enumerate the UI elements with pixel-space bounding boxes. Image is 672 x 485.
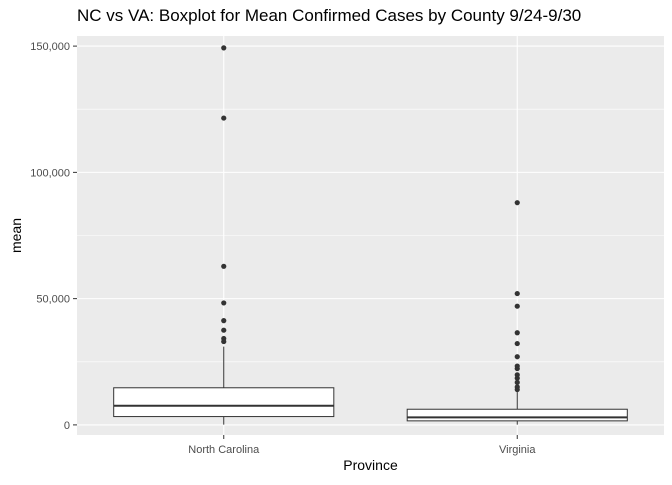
outlier-point — [221, 318, 227, 324]
y-tick-label: 0 — [64, 420, 70, 432]
outlier-point — [514, 290, 520, 297]
outlier-point — [221, 300, 227, 306]
x-tick-label: North Carolina — [188, 444, 260, 456]
box-iqr — [113, 387, 335, 418]
y-axis-title: mean — [8, 218, 24, 253]
outlier-point — [221, 263, 227, 269]
chart-title: NC vs VA: Boxplot for Mean Confirmed Cas… — [77, 6, 582, 25]
outlier-point — [514, 384, 520, 390]
y-tick-label: 50,000 — [36, 294, 70, 306]
y-tick-label: 150,000 — [30, 41, 70, 53]
outlier-point — [514, 200, 520, 206]
outlier-point — [221, 115, 227, 121]
outlier-point — [514, 372, 520, 378]
outlier-point — [221, 335, 227, 342]
outlier-point — [514, 303, 520, 309]
outlier-point — [514, 340, 520, 347]
outlier-point — [221, 45, 227, 51]
outlier-point — [514, 330, 520, 336]
x-tick-label: Virginia — [499, 444, 536, 456]
outlier-point — [514, 354, 520, 360]
outlier-point — [514, 363, 520, 369]
outlier-point — [221, 327, 227, 333]
box-iqr — [406, 408, 628, 422]
y-tick-label: 100,000 — [30, 167, 70, 179]
x-axis-title: Province — [343, 457, 398, 473]
outlier-point — [514, 379, 520, 386]
